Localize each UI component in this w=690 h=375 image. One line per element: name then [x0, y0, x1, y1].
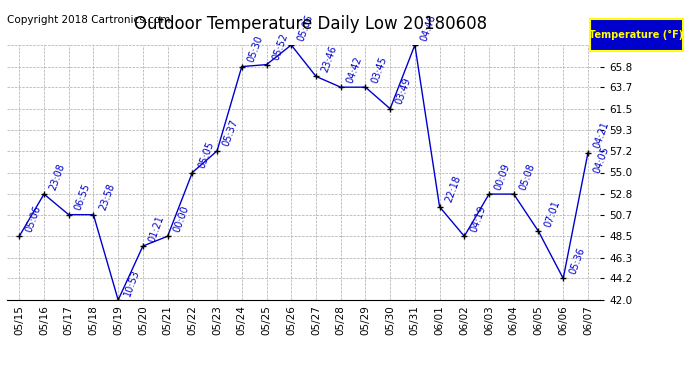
Text: 04:42: 04:42 [345, 55, 364, 84]
Text: 05:08: 05:08 [518, 162, 537, 191]
Text: 05:52: 05:52 [270, 32, 290, 62]
Text: 04:21: 04:21 [592, 120, 611, 150]
Text: 04:05: 04:05 [592, 146, 611, 175]
Text: 06:55: 06:55 [73, 182, 92, 212]
Text: 05:36: 05:36 [567, 246, 586, 276]
Text: 04:19: 04:19 [469, 204, 487, 234]
Text: 03:49: 03:49 [394, 76, 413, 106]
Text: 23:08: 23:08 [48, 162, 67, 191]
Text: 07:01: 07:01 [542, 199, 562, 229]
Text: Outdoor Temperature Daily Low 20180608: Outdoor Temperature Daily Low 20180608 [134, 15, 487, 33]
Text: 05:06: 05:06 [23, 204, 42, 234]
Text: Copyright 2018 Cartronics.com: Copyright 2018 Cartronics.com [7, 15, 170, 25]
Text: 05:37: 05:37 [221, 118, 240, 148]
Text: 05:05: 05:05 [197, 140, 215, 170]
Text: 23:58: 23:58 [97, 182, 117, 212]
Text: Temperature (°F): Temperature (°F) [589, 30, 684, 40]
Text: 00:09: 00:09 [493, 162, 512, 191]
Text: 05:30: 05:30 [246, 34, 265, 64]
Text: 10:53: 10:53 [122, 268, 141, 297]
Text: 00:00: 00:00 [172, 204, 190, 234]
Text: 01:21: 01:21 [147, 214, 166, 243]
Text: 03:45: 03:45 [370, 55, 388, 84]
Text: 23:46: 23:46 [320, 44, 339, 74]
Text: 05:06: 05:06 [295, 13, 315, 42]
Text: 04:46: 04:46 [419, 13, 438, 42]
Text: 22:18: 22:18 [444, 174, 463, 204]
